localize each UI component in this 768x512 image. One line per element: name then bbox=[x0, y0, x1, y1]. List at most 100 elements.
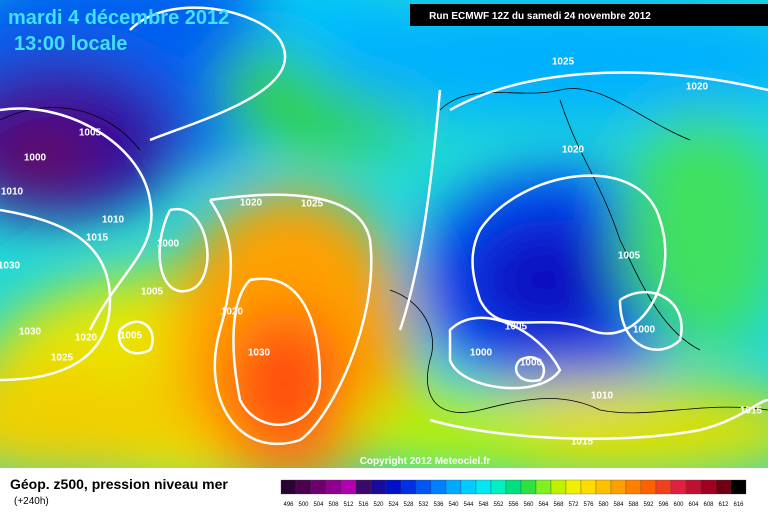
run-info: Run ECMWF 12Z du samedi 24 novembre 2012 bbox=[429, 11, 651, 22]
scale-label: 576 bbox=[583, 502, 594, 508]
map-date: mardi 4 décembre 2012 bbox=[8, 7, 229, 29]
scale-label: 536 bbox=[433, 502, 444, 508]
scale-label: 564 bbox=[538, 502, 549, 508]
isobar-label: 1020 bbox=[75, 333, 98, 344]
scale-label: 584 bbox=[613, 502, 624, 508]
scale-label: 608 bbox=[703, 502, 714, 508]
isobar-label: 1020 bbox=[686, 82, 709, 93]
scale-swatch bbox=[625, 479, 642, 495]
scale-label: 540 bbox=[448, 502, 459, 508]
scale-label: 588 bbox=[628, 502, 639, 508]
scale-swatch bbox=[535, 479, 552, 495]
scale-label: 508 bbox=[328, 502, 339, 508]
scale-swatch bbox=[340, 479, 357, 495]
scale-swatch bbox=[520, 479, 537, 495]
isobar-label: 1025 bbox=[51, 353, 74, 364]
color-scale: 496 500 504 508 512 516 520 524 528 532 536 540 544 5… bbox=[280, 479, 747, 508]
scale-label: 604 bbox=[688, 502, 699, 508]
scale-label: 496 bbox=[283, 502, 294, 508]
isobar-label: 1015 bbox=[86, 233, 109, 244]
copyright: Copyright 2012 Meteociel.fr bbox=[360, 456, 491, 467]
scale-swatch bbox=[580, 479, 597, 495]
isobar-label: 1030 bbox=[248, 348, 271, 359]
isobars bbox=[0, 6, 768, 446]
scale-label: 612 bbox=[718, 502, 729, 508]
scale-swatch bbox=[460, 479, 477, 495]
scale-swatch bbox=[370, 479, 387, 495]
isobar-label: 1000 bbox=[633, 325, 656, 336]
scale-swatch bbox=[355, 479, 372, 495]
isobar-label: 1015 bbox=[740, 406, 763, 417]
scale-swatch bbox=[400, 479, 417, 495]
scale-swatch bbox=[595, 479, 612, 495]
isobar-label: 1015 bbox=[571, 437, 594, 448]
scale-swatch bbox=[730, 479, 747, 495]
scale-swatch bbox=[700, 479, 717, 495]
scale-label: 580 bbox=[598, 502, 609, 508]
isobar-label: 1020 bbox=[221, 307, 244, 318]
scale-swatch bbox=[550, 479, 567, 495]
scale-swatch bbox=[670, 479, 687, 495]
scale-swatch bbox=[325, 479, 342, 495]
scale-swatch bbox=[445, 479, 462, 495]
isobar-label: 1005 bbox=[120, 331, 143, 342]
scale-swatch bbox=[310, 479, 327, 495]
scale-label: 568 bbox=[553, 502, 564, 508]
scale-label: 600 bbox=[673, 502, 684, 508]
isobar-label: 1005 bbox=[505, 322, 528, 333]
scale-swatch bbox=[685, 479, 702, 495]
scale-swatch bbox=[655, 479, 672, 495]
scale-label: 596 bbox=[658, 502, 669, 508]
scale-swatch bbox=[490, 479, 507, 495]
isobar-label: 1020 bbox=[562, 145, 585, 156]
scale-label: 504 bbox=[313, 502, 324, 508]
isobar-label: 1025 bbox=[301, 199, 324, 210]
isobar-label: 1030 bbox=[0, 261, 21, 272]
isobar-label: 1000 bbox=[520, 358, 543, 369]
isobar-label: 1000 bbox=[470, 348, 493, 359]
isobar-label: 1005 bbox=[618, 251, 641, 262]
scale-swatch bbox=[565, 479, 582, 495]
scale-label: 572 bbox=[568, 502, 579, 508]
isobar-label: 1005 bbox=[141, 287, 164, 298]
scale-label: 560 bbox=[523, 502, 534, 508]
isobar-label: 1005 bbox=[79, 128, 102, 139]
scale-label: 592 bbox=[643, 502, 654, 508]
scale-swatch bbox=[715, 479, 732, 495]
scale-label: 544 bbox=[463, 502, 474, 508]
scale-swatch bbox=[640, 479, 657, 495]
isobar-label: 1010 bbox=[1, 187, 24, 198]
coastline bbox=[0, 88, 768, 414]
scale-label: 548 bbox=[478, 502, 489, 508]
scale-swatch bbox=[295, 479, 312, 495]
scale-label: 616 bbox=[733, 502, 744, 508]
scale-label: 528 bbox=[403, 502, 414, 508]
scale-label: 556 bbox=[508, 502, 519, 508]
scale-swatch bbox=[280, 479, 297, 495]
forecast-lead: (+240h) bbox=[14, 496, 49, 507]
run-box bbox=[410, 4, 768, 26]
scale-label: 512 bbox=[343, 502, 354, 508]
isobar-label: 1010 bbox=[591, 391, 614, 402]
scale-swatch bbox=[475, 479, 492, 495]
isobar-label: 1020 bbox=[240, 198, 263, 209]
scale-swatch bbox=[385, 479, 402, 495]
scale-swatch bbox=[505, 479, 522, 495]
isobar-label: 1010 bbox=[102, 215, 125, 226]
isobar-label: 1030 bbox=[19, 327, 42, 338]
scale-label: 524 bbox=[388, 502, 399, 508]
isobar-label: 1000 bbox=[157, 239, 180, 250]
isobar-label: 1025 bbox=[552, 57, 575, 68]
scale-label: 552 bbox=[493, 502, 504, 508]
scale-swatch bbox=[415, 479, 432, 495]
scale-label: 500 bbox=[298, 502, 309, 508]
scale-label: 532 bbox=[418, 502, 429, 508]
scale-label: 520 bbox=[373, 502, 384, 508]
scale-swatch bbox=[610, 479, 627, 495]
legend-title: Géop. z500, pression niveau mer bbox=[10, 476, 228, 492]
scale-label: 516 bbox=[358, 502, 369, 508]
